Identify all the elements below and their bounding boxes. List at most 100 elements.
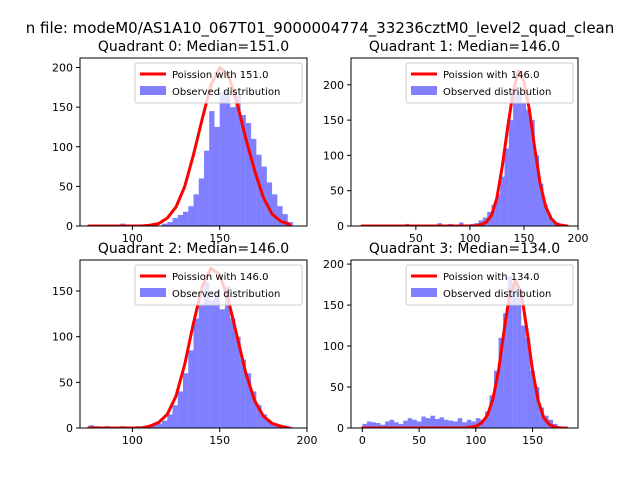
histogram-bar bbox=[172, 405, 178, 428]
histogram-bar bbox=[453, 421, 458, 428]
plot-area bbox=[87, 66, 294, 226]
y-tick-label: 100 bbox=[52, 331, 73, 344]
histogram-bar bbox=[183, 373, 189, 428]
histogram-bar bbox=[251, 391, 257, 428]
x-tick-label: 100 bbox=[459, 232, 480, 245]
histogram-bar bbox=[539, 407, 544, 428]
x-tick-label: 150 bbox=[209, 232, 230, 245]
legend-bar-swatch bbox=[411, 288, 437, 297]
legend-label-observed: Observed distribution bbox=[443, 87, 551, 98]
y-tick-label: 200 bbox=[52, 62, 73, 75]
histogram-bar bbox=[494, 370, 499, 428]
y-tick-label: 150 bbox=[52, 101, 73, 114]
plot-area bbox=[360, 276, 569, 428]
legend-label-observed: Observed distribution bbox=[443, 289, 551, 300]
histogram-bar bbox=[240, 115, 246, 226]
histogram-bar bbox=[434, 418, 440, 428]
histogram-bar bbox=[421, 416, 426, 428]
legend-frame bbox=[405, 264, 574, 306]
legend-bar-swatch bbox=[140, 288, 166, 297]
histogram-bar bbox=[366, 421, 372, 428]
legend-label-poisson: Poission with 146.0 bbox=[443, 70, 539, 81]
legend-label-observed: Observed distribution bbox=[172, 87, 280, 98]
y-tick-label: 150 bbox=[323, 114, 344, 127]
histogram-bar bbox=[177, 214, 184, 226]
histogram-bar bbox=[245, 373, 252, 428]
y-tick-label: 50 bbox=[330, 381, 344, 394]
y-tick-label: 100 bbox=[323, 149, 344, 162]
poisson-curve-line bbox=[87, 66, 292, 226]
histogram-bar bbox=[430, 415, 435, 428]
histogram-bar bbox=[282, 214, 288, 226]
histogram-bar bbox=[389, 419, 395, 428]
histogram-bar bbox=[534, 387, 540, 428]
chart-panel-3: 0 50 100 150 0 50 100 150 200 Quadrant 3: Median=… bbox=[323, 241, 579, 447]
poisson-curve-line bbox=[87, 266, 292, 428]
x-tick-label: 100 bbox=[122, 434, 143, 447]
histogram-bar bbox=[530, 120, 535, 226]
legend-label-observed: Observed distribution bbox=[172, 289, 280, 300]
y-tick-label: 50 bbox=[59, 376, 73, 389]
histogram-bar bbox=[512, 284, 517, 428]
figure-suptitle: n file: modeM0/AS1A10_067T01_9000004774_… bbox=[26, 19, 615, 38]
histogram-bar bbox=[188, 206, 194, 226]
histogram-bar bbox=[398, 423, 404, 428]
histogram-bar bbox=[177, 391, 184, 428]
histogram-bar bbox=[251, 138, 257, 226]
histogram-bar bbox=[416, 421, 422, 428]
histogram-bar bbox=[277, 206, 283, 226]
histogram-bar bbox=[500, 176, 505, 226]
histogram-bar bbox=[219, 309, 225, 428]
histogram-bar bbox=[261, 414, 267, 428]
histogram-bar bbox=[162, 223, 168, 226]
histogram-bar bbox=[167, 414, 173, 428]
axes-frame bbox=[79, 57, 308, 227]
legend-bar-swatch bbox=[140, 86, 166, 95]
histogram-bar bbox=[214, 291, 220, 428]
x-tick-label: 0 bbox=[359, 434, 366, 447]
histogram-bar bbox=[219, 92, 225, 226]
histogram-bar bbox=[504, 148, 509, 226]
y-tick-label: 200 bbox=[323, 79, 344, 92]
histogram-bar bbox=[224, 286, 231, 428]
histogram-bar bbox=[167, 222, 173, 226]
histogram-bar bbox=[203, 281, 210, 428]
chart-panel-1: 50 100 150 200 0 50 100 150 200 Quadrant 1: Media… bbox=[323, 39, 589, 245]
histogram-bar bbox=[547, 215, 553, 226]
histogram-bar bbox=[272, 194, 278, 226]
y-tick-label: 200 bbox=[323, 258, 344, 271]
histogram-bar bbox=[403, 420, 408, 428]
histogram-bar bbox=[475, 418, 481, 428]
histogram-bar bbox=[362, 423, 367, 428]
legend-bar-swatch bbox=[411, 86, 437, 95]
histogram-bar bbox=[517, 91, 522, 226]
histogram-bar bbox=[230, 107, 236, 226]
histogram-bar bbox=[495, 194, 501, 226]
histogram-bar bbox=[172, 218, 178, 226]
histogram-bar bbox=[188, 350, 194, 428]
histogram-bar bbox=[552, 221, 557, 226]
histogram-bar bbox=[444, 419, 449, 428]
x-tick-label: 200 bbox=[568, 232, 589, 245]
subplot-title: Quadrant 2: Median=146.0 bbox=[98, 241, 289, 257]
histogram-bar bbox=[539, 183, 544, 226]
chart-panel-0: 100 150 0 50 100 150 200 Quadrant 0: Median=151… bbox=[52, 39, 308, 245]
histogram-bar bbox=[193, 318, 199, 428]
histogram-bar bbox=[235, 336, 241, 428]
axes-frame bbox=[79, 259, 308, 429]
chart-legend: Poission with 134.0 Observed distribution bbox=[405, 264, 574, 306]
histogram-bar bbox=[521, 325, 526, 428]
subplot-title: Quadrant 3: Median=134.0 bbox=[369, 241, 560, 257]
histogram-bar bbox=[462, 422, 467, 428]
histogram-bar bbox=[508, 120, 514, 226]
y-tick-label: 100 bbox=[52, 141, 73, 154]
chart-legend: Poission with 151.0 Observed distribution bbox=[134, 62, 303, 104]
histogram-bar bbox=[534, 155, 540, 226]
chart-legend: Poission with 146.0 Observed distribution bbox=[405, 62, 574, 104]
legend-frame bbox=[134, 264, 303, 306]
legend-frame bbox=[405, 62, 574, 104]
histogram-bar bbox=[198, 178, 204, 226]
histogram-bar bbox=[193, 194, 199, 226]
histogram-bar bbox=[439, 417, 445, 428]
x-tick-label: 150 bbox=[209, 434, 230, 447]
